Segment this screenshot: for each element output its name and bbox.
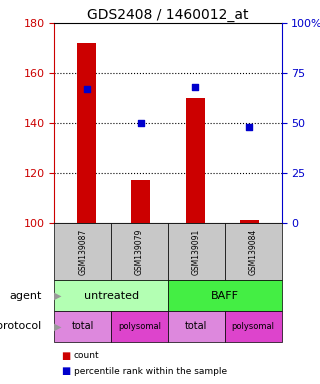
Text: total: total [185,321,208,331]
Text: polysomal: polysomal [232,322,275,331]
Text: ▶: ▶ [54,321,62,331]
Text: GSM139091: GSM139091 [192,228,201,275]
Title: GDS2408 / 1460012_at: GDS2408 / 1460012_at [87,8,249,22]
Bar [240,220,259,223]
Bar [77,43,96,223]
Text: agent: agent [9,291,42,301]
Point [193,84,198,90]
Text: total: total [72,321,94,331]
Text: BAFF: BAFF [211,291,239,301]
Point [84,86,89,92]
Text: GSM139087: GSM139087 [78,228,87,275]
Text: count: count [74,351,99,360]
Text: GSM139079: GSM139079 [135,228,144,275]
Text: ■: ■ [61,366,70,376]
Point [247,124,252,130]
Text: GSM139084: GSM139084 [249,228,258,275]
Text: protocol: protocol [0,321,42,331]
Text: untreated: untreated [84,291,139,301]
Text: ■: ■ [61,351,70,361]
Point [138,120,143,126]
Bar [186,98,204,223]
Text: percentile rank within the sample: percentile rank within the sample [74,367,227,376]
Text: ▶: ▶ [54,291,62,301]
Text: polysomal: polysomal [118,322,161,331]
Bar [132,180,150,223]
